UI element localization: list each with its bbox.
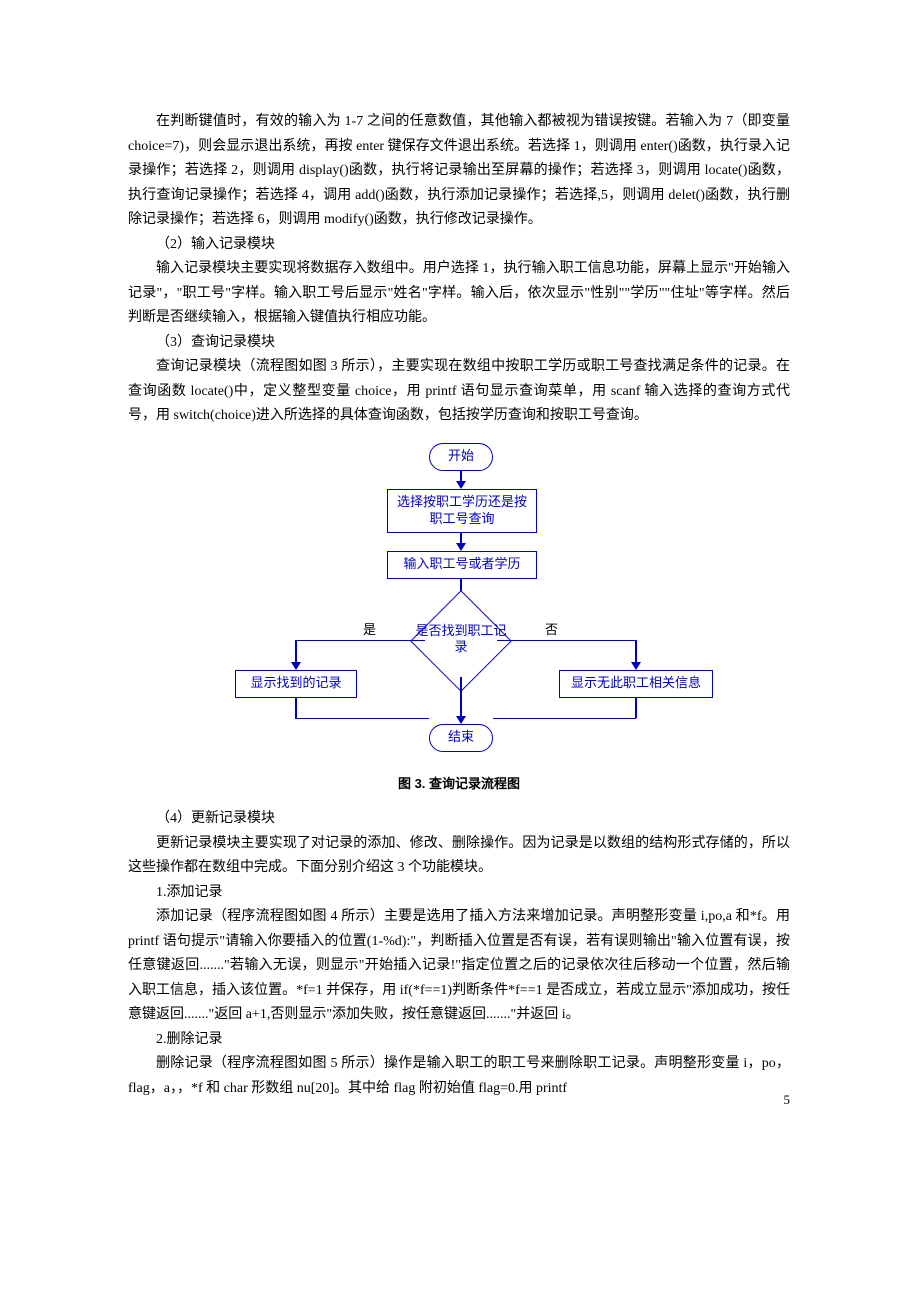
paragraph-add-record: 添加记录（程序流程图如图 4 所示）主要是选用了插入方法来增加记录。声明整形变量…: [128, 905, 790, 1028]
heading-add-record: 1.添加记录: [128, 881, 790, 906]
fc-arrow-h: [497, 640, 635, 642]
fc-arrow: [295, 640, 297, 664]
paragraph-update-module: 更新记录模块主要实现了对记录的添加、修改、删除操作。因为记录是以数组的结构形式存…: [128, 832, 790, 881]
fc-end: 结束: [429, 724, 493, 752]
flowchart-query: 开始 选择按职工学历还是按职工号查询 输入职工号或者学历 是否找到职工记录 是 …: [129, 443, 789, 763]
fc-arrowhead: [291, 662, 301, 670]
fc-arrowhead: [631, 662, 641, 670]
fc-input: 输入职工号或者学历: [387, 551, 537, 579]
heading-input-module: （2）输入记录模块: [128, 233, 790, 258]
fc-arrow-h: [295, 640, 425, 642]
paragraph-delete-record: 删除记录（程序流程图如图 5 所示）操作是输入职工的职工号来删除职工记录。声明整…: [128, 1052, 790, 1101]
heading-update-module: （4）更新记录模块: [128, 807, 790, 832]
fc-arrow: [635, 640, 637, 664]
paragraph-query-module: 查询记录模块（流程图如图 3 所示），主要实现在数组中按职工学历或职工号查找满足…: [128, 355, 790, 429]
fc-arrowhead: [456, 716, 466, 724]
fc-arrow: [295, 698, 297, 718]
page-number: 5: [784, 1089, 791, 1112]
heading-query-module: （3）查询记录模块: [128, 331, 790, 356]
paragraph-input-module: 输入记录模块主要实现将数据存入数组中。用户选择 1，执行输入职工信息功能，屏幕上…: [128, 257, 790, 331]
fc-arrowhead: [456, 481, 466, 489]
paragraph-main-module: 在判断键值时，有效的输入为 1-7 之间的任意数值，其他输入都被视为错误按键。若…: [128, 110, 790, 233]
fc-choose: 选择按职工学历还是按职工号查询: [387, 489, 537, 533]
fc-no-label: 否: [545, 619, 558, 642]
fc-arrow: [635, 698, 637, 718]
fc-found-box: 显示找到的记录: [235, 670, 357, 698]
fc-arrow-h: [493, 718, 636, 720]
fc-notfound-box: 显示无此职工相关信息: [559, 670, 713, 698]
fc-arrowhead: [456, 543, 466, 551]
fc-yes-label: 是: [363, 619, 376, 642]
fc-arrow-h: [295, 718, 429, 720]
fc-start: 开始: [429, 443, 493, 471]
figure-caption: 图 3. 查询记录流程图: [128, 773, 790, 796]
fc-arrow: [460, 677, 462, 718]
heading-delete-record: 2.删除记录: [128, 1028, 790, 1053]
fc-decision-label: 是否找到职工记录: [411, 623, 511, 657]
